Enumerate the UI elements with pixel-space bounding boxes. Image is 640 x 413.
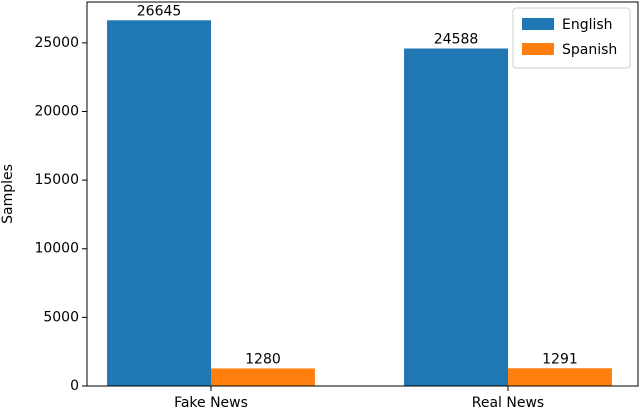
y-tick-label: 25000 (34, 35, 79, 51)
legend-swatch (522, 18, 554, 30)
y-axis-label: Samples (0, 164, 16, 224)
data-label: 1291 (542, 351, 578, 367)
legend-swatch (522, 43, 554, 55)
data-label: 24588 (434, 32, 479, 48)
bar (404, 48, 508, 386)
legend-label: English (562, 17, 613, 33)
x-tick-label: Fake News (174, 395, 248, 409)
bar (107, 20, 211, 387)
bar (508, 368, 612, 386)
y-tick-label: 10000 (34, 241, 79, 257)
y-tick-label: 5000 (43, 309, 79, 325)
axes-frame (86, 1, 639, 387)
y-tick-label: 0 (70, 378, 79, 394)
x-tick-label: Real News (472, 395, 544, 409)
y-tick-label: 15000 (34, 172, 79, 188)
legend-label: Spanish (562, 42, 617, 58)
data-label: 1280 (245, 351, 281, 367)
bar (211, 368, 315, 386)
data-label: 26645 (137, 3, 182, 19)
y-tick-label: 20000 (34, 103, 79, 119)
